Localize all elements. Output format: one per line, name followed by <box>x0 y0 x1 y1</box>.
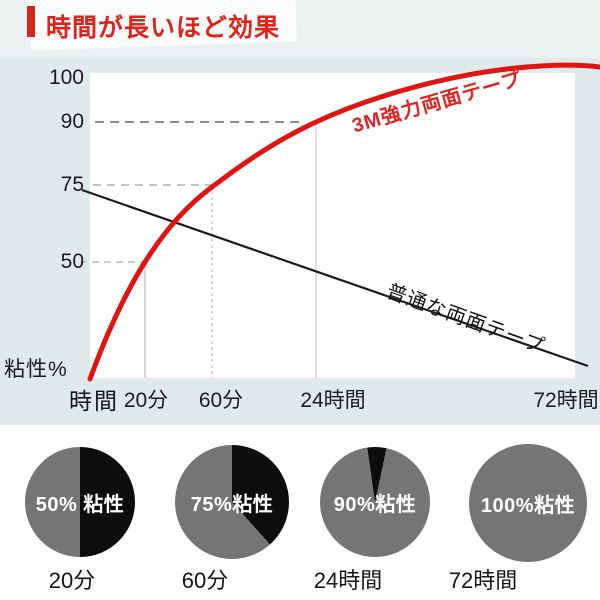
ytick-100: 100 <box>48 66 84 89</box>
y-axis-label: 粘性% <box>4 358 68 381</box>
title-accent-bar <box>27 6 35 37</box>
pie-label: 90%粘性 <box>333 493 417 516</box>
x-axis-label: 時間 <box>69 388 119 414</box>
pie-caption-60min: 60分 <box>181 568 229 593</box>
pie-label: 75%粘性 <box>190 493 274 516</box>
xtick-20min: 20分 <box>123 389 169 412</box>
xtick-72h: 72時間 <box>533 389 599 412</box>
pie-row: 50% 粘性 75%粘性 90%粘性 100%粘性 20分 60分 24時間 7… <box>0 425 600 600</box>
line-chart: 100 90 75 50 粘性% 時間 20分 60分 24時間 72時間 3M… <box>0 58 600 425</box>
xtick-60min: 60分 <box>198 389 244 412</box>
pie-caption-72h: 72時間 <box>448 568 518 593</box>
header: 時間が長いほど効果 <box>0 0 600 58</box>
ytick-75: 75 <box>60 173 84 196</box>
pie-label: 50% 粘性 <box>35 493 125 516</box>
chart-canvas <box>80 62 600 382</box>
normal-tape-line <box>81 188 589 368</box>
ytick-90: 90 <box>60 110 84 133</box>
pie-chart-50pct: 50% 粘性 <box>25 447 135 557</box>
pie-caption-20min: 20分 <box>48 568 96 593</box>
page-title: 時間が長いほど効果 <box>46 14 281 42</box>
xtick-24h: 24時間 <box>300 389 366 412</box>
3m-tape-curve <box>87 62 600 382</box>
pie-caption-24h: 24時間 <box>313 568 383 593</box>
ytick-50: 50 <box>60 250 84 273</box>
pie-label: 100%粘性 <box>480 494 576 517</box>
pie-chart-90pct: 90%粘性 <box>320 447 430 557</box>
pie-chart-75pct: 75%粘性 <box>175 445 289 559</box>
pie-chart-100pct: 100%粘性 <box>469 444 587 562</box>
